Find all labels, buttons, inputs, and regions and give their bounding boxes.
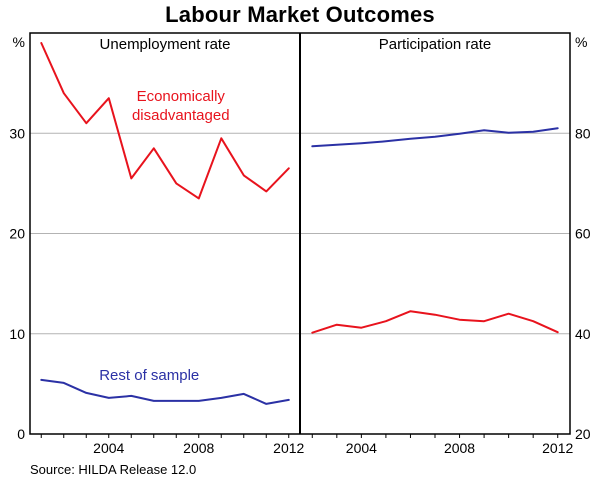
line-economically-disadvantaged — [40, 42, 290, 200]
x-tick-label: 2012 — [542, 440, 573, 456]
line-rest-of-sample — [40, 378, 290, 405]
x-tick-label: 2008 — [444, 440, 475, 456]
y-tick-label-left: 30 — [9, 125, 25, 141]
y-axis-unit-right: % — [575, 34, 587, 50]
series-annotation: Economically — [137, 88, 226, 105]
line-economically-disadvantaged — [311, 310, 559, 334]
panel-title: Unemployment rate — [100, 36, 231, 53]
source-note: Source: HILDA Release 12.0 — [30, 462, 197, 477]
y-tick-label-right: 80 — [575, 125, 591, 141]
x-tick-label: 2004 — [346, 440, 377, 456]
y-tick-label-right: 60 — [575, 226, 591, 242]
series-annotation: disadvantaged — [132, 107, 230, 124]
y-tick-label-right: 20 — [575, 426, 591, 442]
x-tick-label: 2004 — [93, 440, 124, 456]
line-rest-of-sample — [311, 127, 559, 148]
y-tick-label-right: 40 — [575, 326, 591, 342]
series-annotation: Rest of sample — [99, 367, 199, 384]
y-tick-label-left: 0 — [17, 426, 25, 442]
y-tick-label-left: 20 — [9, 226, 25, 242]
y-axis-unit-left: % — [13, 34, 25, 50]
x-tick-label: 2012 — [273, 440, 304, 456]
x-tick-label: 2008 — [183, 440, 214, 456]
y-tick-label-left: 10 — [9, 326, 25, 342]
panel-title: Participation rate — [379, 36, 492, 53]
chart-title: Labour Market Outcomes — [165, 2, 435, 27]
